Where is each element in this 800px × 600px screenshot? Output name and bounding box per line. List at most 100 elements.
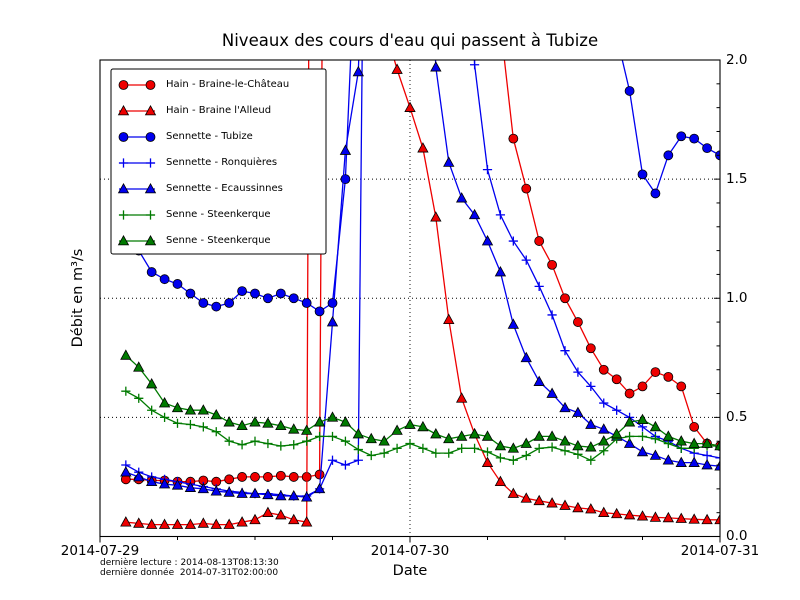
legend xyxy=(110,68,327,255)
plus-marker xyxy=(715,453,720,463)
triangle-marker xyxy=(210,518,222,529)
circle-marker xyxy=(573,317,583,327)
triangle-marker xyxy=(610,507,623,519)
triangle-marker xyxy=(275,489,287,501)
triangle-marker xyxy=(145,377,158,389)
axis-ticks xyxy=(99,59,721,543)
plus-marker xyxy=(560,446,570,456)
triangle-marker xyxy=(636,445,649,457)
circle-marker xyxy=(250,288,260,299)
x-axis-label: Date xyxy=(392,563,428,579)
plus-marker xyxy=(392,443,402,453)
plus-marker xyxy=(327,455,338,465)
circle-marker xyxy=(250,472,260,482)
triangle-marker xyxy=(533,494,545,506)
triangle-marker xyxy=(379,19,389,28)
plus-marker xyxy=(444,448,454,458)
triangle-marker xyxy=(133,361,145,372)
plus-marker xyxy=(482,447,493,457)
triangle-marker xyxy=(144,234,157,246)
triangle-marker xyxy=(623,509,636,520)
circle-marker xyxy=(314,306,325,317)
circle-marker xyxy=(159,274,170,285)
y-tick-label-2.0: 2.0 xyxy=(726,52,748,68)
circle-marker xyxy=(185,288,196,299)
triangle-marker xyxy=(507,487,520,498)
plus-marker xyxy=(534,281,544,291)
plus-marker xyxy=(469,443,480,453)
triangle-marker xyxy=(507,318,520,329)
circle-marker xyxy=(224,298,235,308)
circle-marker xyxy=(637,169,648,180)
plus-marker xyxy=(560,346,570,356)
circle-marker xyxy=(612,32,621,41)
triangle-marker xyxy=(662,511,675,523)
triangle-marker xyxy=(300,491,313,502)
triangle-marker xyxy=(701,437,713,448)
y-tick-label-0.5: 0.5 xyxy=(726,409,748,425)
plus-marker xyxy=(185,419,196,430)
triangle-marker xyxy=(481,456,494,467)
triangle-marker xyxy=(585,418,597,429)
triangle-marker xyxy=(572,439,584,451)
plus-marker xyxy=(624,431,635,442)
triangle-marker xyxy=(636,413,649,425)
triangle-marker xyxy=(236,487,248,498)
triangle-marker xyxy=(675,512,687,523)
triangle-marker xyxy=(598,435,610,446)
triangle-marker xyxy=(145,475,158,487)
circle-marker xyxy=(288,472,299,482)
triangle-marker xyxy=(455,392,468,403)
plus-marker xyxy=(145,210,156,220)
legend-label-hain-braine-le-chateau: Hain - Braine-le-Château xyxy=(166,79,290,90)
plus-marker xyxy=(547,310,557,320)
triangle-marker xyxy=(223,518,235,529)
plus-marker xyxy=(508,236,518,246)
triangle-marker xyxy=(559,499,571,510)
triangle-marker xyxy=(120,466,132,477)
x-tick-label-2014-07-29: 2014-07-29 xyxy=(60,543,140,559)
triangle-marker xyxy=(572,406,584,417)
triangle-marker xyxy=(249,487,261,498)
circle-marker xyxy=(676,381,687,392)
triangle-marker xyxy=(158,478,171,489)
triangle-marker xyxy=(236,419,248,431)
circle-marker xyxy=(211,301,222,312)
triangle-marker xyxy=(171,479,184,490)
legend-sample-4 xyxy=(117,182,157,194)
plus-marker xyxy=(547,442,557,452)
plus-marker xyxy=(586,455,596,465)
legend-sample-1 xyxy=(117,104,157,116)
triangle-marker xyxy=(249,513,261,525)
triangle-marker xyxy=(649,449,662,460)
series-line xyxy=(125,354,720,449)
legend-label-sennette-ronquieres: Sennette - Ronquières xyxy=(166,157,278,168)
triangle-marker xyxy=(391,63,403,74)
triangle-marker xyxy=(714,439,720,451)
circle-marker xyxy=(624,388,635,399)
plus-marker xyxy=(457,443,467,453)
plus-marker xyxy=(637,431,648,442)
legend-sample-6 xyxy=(117,234,157,246)
circle-marker xyxy=(547,259,557,270)
series-2-circle xyxy=(120,32,720,317)
circle-marker xyxy=(340,174,351,185)
triangle-marker xyxy=(184,404,197,415)
plus-marker xyxy=(482,164,493,175)
triangle-marker xyxy=(533,430,545,441)
plus-marker xyxy=(118,210,129,220)
plus-marker xyxy=(495,210,506,220)
triangle-marker xyxy=(288,489,300,501)
circle-marker xyxy=(146,267,157,277)
triangle-marker xyxy=(520,492,532,503)
triangle-marker xyxy=(546,497,558,508)
plus-marker xyxy=(172,418,183,428)
plus-marker xyxy=(353,455,363,465)
triangle-marker xyxy=(494,266,507,277)
triangle-marker xyxy=(546,430,558,441)
triangle-marker xyxy=(378,435,390,446)
series-4-triangle xyxy=(120,60,720,502)
circle-marker xyxy=(508,133,519,144)
triangle-marker xyxy=(133,470,145,482)
